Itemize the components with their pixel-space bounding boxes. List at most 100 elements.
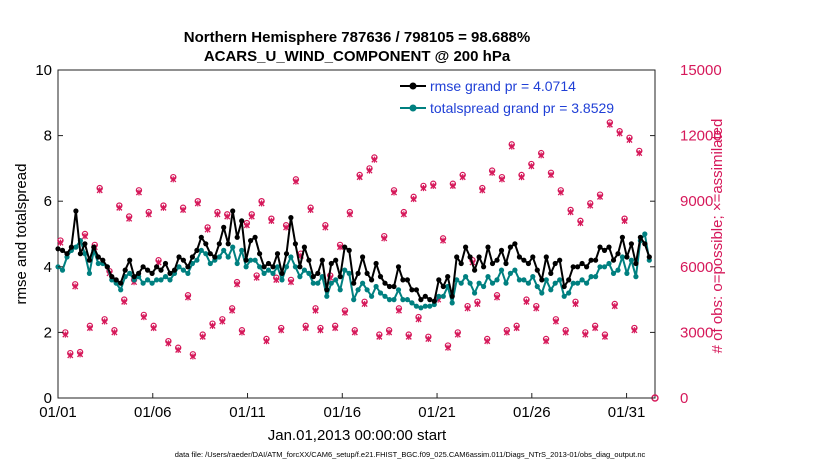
obs-assimilated-marker	[189, 353, 196, 360]
spread-point	[185, 270, 191, 276]
obs-assimilated-marker	[346, 211, 353, 218]
rmse-point	[458, 260, 464, 267]
spread-point	[198, 247, 204, 253]
rmse-point	[615, 251, 621, 257]
spread-point	[440, 293, 446, 299]
rmse-point	[131, 274, 137, 280]
rmse-point	[346, 247, 352, 253]
rmse-point	[68, 244, 74, 250]
rmse-point	[588, 257, 594, 263]
spread-point	[328, 280, 334, 286]
rmse-point	[454, 254, 460, 260]
rmse-point	[113, 277, 119, 283]
obs-assimilated-marker	[484, 338, 491, 345]
rmse-point	[225, 241, 231, 247]
rmse-point	[149, 270, 155, 276]
rmse-point	[619, 234, 626, 240]
spread-point	[507, 270, 513, 276]
obs-assimilated-marker	[229, 307, 236, 314]
rmse-point	[624, 254, 630, 260]
spread-point	[557, 277, 563, 283]
legend: rmse grand pr = 4.0714 totalspread grand…	[400, 78, 614, 116]
rmse-point	[257, 251, 263, 257]
obs-assimilated-marker	[449, 182, 456, 189]
obs-assimilated-marker	[611, 303, 618, 310]
spread-point	[570, 280, 576, 286]
spread-point	[337, 287, 343, 293]
rmse-point	[507, 244, 513, 250]
spread-point	[525, 280, 532, 286]
spread-point	[288, 254, 294, 260]
obs-assimilated-marker	[596, 193, 604, 200]
spread-point	[575, 280, 581, 286]
rmse-point	[100, 257, 106, 263]
obs-assimilated-marker	[121, 298, 128, 305]
obs-assimilated-marker	[567, 209, 574, 216]
obs-assimilated-marker	[170, 176, 177, 183]
rmse-point	[127, 257, 133, 263]
spread-point	[270, 270, 276, 276]
spread-point	[257, 264, 263, 270]
spread-point	[472, 290, 478, 296]
spread-point	[449, 300, 455, 306]
obs-assimilated-marker	[219, 318, 226, 325]
rmse-point	[315, 270, 321, 276]
spread-point	[216, 254, 222, 260]
obs-assimilated-marker	[621, 217, 628, 224]
spread-point	[243, 264, 249, 270]
rmse-point	[561, 283, 567, 290]
obs-assimilated-marker	[67, 352, 74, 359]
right-axis: 0 3000 6000 9000 12000 15000	[650, 62, 722, 407]
obs-assimilated-marker	[302, 324, 309, 332]
obs-assimilated-marker	[616, 130, 623, 137]
obs-assimilated-marker	[410, 195, 417, 203]
chart-title: Northern Hemisphere 787636 / 798105 = 98…	[184, 29, 530, 46]
obs-assimilated-marker	[577, 219, 584, 227]
rmse-point	[445, 274, 451, 280]
rmse-point	[145, 267, 151, 273]
rmse-point	[566, 277, 572, 283]
spread-point	[436, 293, 442, 299]
obs-assimilated-marker	[140, 313, 147, 321]
x-tick-label: 01/31	[608, 404, 646, 421]
rmse-point	[418, 297, 424, 303]
spread-point	[283, 264, 290, 270]
rmse-point	[463, 244, 469, 250]
rmse-point	[539, 277, 545, 283]
rmse-point	[194, 247, 200, 253]
rmse-point	[597, 244, 603, 250]
rmse-point	[646, 254, 652, 260]
spread-point	[561, 293, 567, 299]
spread-point	[279, 277, 285, 283]
spread-point	[566, 290, 572, 296]
obs-assimilated-marker	[258, 200, 265, 207]
rmse-point	[288, 215, 294, 221]
rmse-point	[431, 298, 437, 304]
spread-point	[530, 274, 536, 280]
spread-point	[306, 270, 312, 276]
obs-assimilated-marker	[376, 333, 383, 340]
rmse-point	[633, 260, 639, 267]
rmse-point	[189, 254, 195, 260]
obs-assimilated-marker	[273, 276, 280, 284]
obs-assimilated-marker	[444, 344, 452, 351]
rmse-point	[436, 277, 442, 283]
spread-point	[118, 287, 124, 293]
rmse-point	[301, 244, 307, 250]
y2-tick-label: 12000	[680, 128, 722, 145]
obs-assimilated-marker	[400, 211, 407, 218]
obs-assimilated-marker	[582, 331, 589, 338]
spread-point	[360, 280, 366, 286]
spread-point	[422, 303, 428, 309]
rmse-point	[503, 260, 509, 267]
legend-spread-marker	[409, 104, 417, 112]
rmse-point	[176, 254, 182, 260]
obs-assimilated-marker	[405, 333, 412, 340]
obs-assimilated-marker	[341, 309, 349, 316]
rmse-point	[494, 257, 500, 263]
spread-point	[315, 280, 321, 286]
spread-point	[400, 297, 406, 303]
rmse-point	[548, 270, 554, 276]
spread-point	[377, 290, 384, 296]
